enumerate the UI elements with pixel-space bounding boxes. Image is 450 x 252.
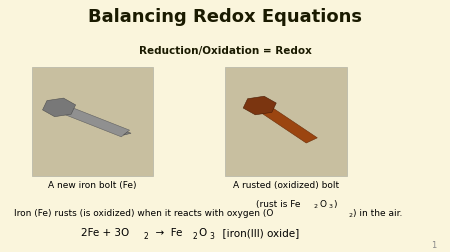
- Polygon shape: [43, 99, 76, 117]
- Text: Iron (Fe) rusts (is oxidized) when it reacts with oxygen (O: Iron (Fe) rusts (is oxidized) when it re…: [14, 208, 273, 217]
- Text: [iron(III) oxide]: [iron(III) oxide]: [216, 227, 299, 237]
- Text: 3: 3: [209, 231, 214, 240]
- Text: A rusted (oxidized) bolt: A rusted (oxidized) bolt: [233, 180, 339, 189]
- Text: A new iron bolt (Fe): A new iron bolt (Fe): [48, 180, 136, 189]
- Text: 2: 2: [348, 212, 352, 217]
- Text: 3: 3: [328, 204, 332, 209]
- Text: →  Fe: → Fe: [149, 227, 183, 237]
- Polygon shape: [123, 132, 131, 136]
- Polygon shape: [55, 105, 130, 137]
- Text: O: O: [319, 199, 326, 208]
- Text: Balancing Redox Equations: Balancing Redox Equations: [88, 8, 362, 25]
- Text: Reduction/Oxidation = Redox: Reduction/Oxidation = Redox: [139, 45, 311, 55]
- Text: 2Fe + 3O: 2Fe + 3O: [81, 227, 129, 237]
- Text: 2: 2: [193, 231, 197, 240]
- Text: ): ): [333, 199, 337, 208]
- Text: O: O: [198, 227, 207, 237]
- Text: ) in the air.: ) in the air.: [353, 208, 403, 217]
- Polygon shape: [254, 104, 317, 143]
- Polygon shape: [243, 97, 276, 115]
- Text: (rust is Fe: (rust is Fe: [256, 199, 301, 208]
- FancyBboxPatch shape: [32, 68, 153, 176]
- Text: 2: 2: [143, 231, 148, 240]
- Text: 2: 2: [314, 204, 318, 209]
- Text: 1: 1: [431, 240, 436, 249]
- FancyBboxPatch shape: [225, 68, 346, 176]
